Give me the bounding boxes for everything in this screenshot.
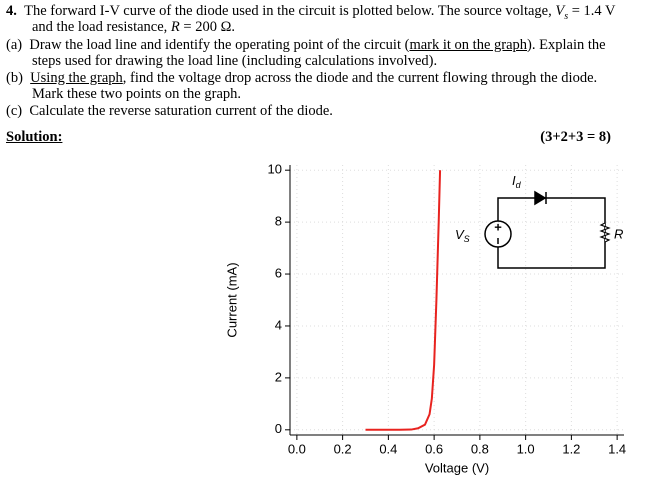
current-sub: d [516, 180, 522, 190]
text: = 1.4 V [568, 3, 616, 19]
source [484, 220, 512, 248]
diode [534, 190, 547, 206]
x-tick-label: 0.8 [471, 441, 489, 456]
part-b: (b) Using the graph, find the voltage dr… [6, 70, 597, 86]
part-label: (c) [6, 103, 23, 119]
text: ). Explain the [527, 37, 606, 53]
text: , find the voltage drop across the diode… [122, 70, 598, 86]
x-tick-label: 1.4 [608, 441, 626, 456]
circuit [484, 190, 611, 269]
part-b-line: Mark these two points on the graph. [32, 86, 242, 102]
part-a-line: steps used for drawing the load line (in… [32, 53, 438, 69]
part-a: (a) Draw the load line and identify the … [6, 37, 606, 53]
symbol: Vs [555, 3, 569, 22]
text: Draw the load line and identify the oper… [29, 37, 410, 53]
chart: 0.0 0.2 0.4 0.6 0.8 1.0 1.2 1.4 0 2 4 6 8 10 Voltage (… [224, 162, 626, 476]
text: mark it on the graph [409, 37, 528, 53]
source-sub: S [464, 234, 470, 244]
y-tick-label: 4 [275, 317, 282, 332]
marks: (3+2+3 = 8) [540, 129, 611, 145]
text: and the load resistance, [32, 19, 171, 35]
symbol: R [170, 19, 180, 35]
symbol-letter: V [555, 3, 565, 19]
y-axis-label: Current (mA) [224, 262, 239, 337]
y-tick-label: 10 [268, 162, 282, 177]
iv-curve [365, 170, 442, 431]
resistor-label: R [614, 226, 623, 241]
text: The forward I-V curve of the diode used … [24, 3, 556, 19]
text: Using the graph [30, 70, 123, 86]
symbol-sub: s [564, 10, 569, 22]
source-symbol: V [455, 227, 465, 242]
x-axis-label: Voltage (V) [425, 460, 489, 475]
question-line: 4. The forward I-V curve of the diode us… [6, 3, 616, 25]
y-tick-label: 8 [275, 214, 282, 229]
y-tick-label: 2 [275, 369, 282, 384]
x-tick-label: 0.4 [379, 441, 397, 456]
plus-sign: + [494, 219, 502, 234]
wire [497, 197, 606, 269]
x-tick-label: 1.2 [562, 441, 580, 456]
part-label: (b) [6, 70, 23, 86]
text: = 200 Ω. [179, 19, 235, 35]
y-tick-label: 6 [275, 265, 282, 280]
x-tick-label: 0.0 [288, 441, 306, 456]
text: Calculate the reverse saturation current… [29, 103, 333, 119]
x-tick-label: 0.2 [334, 441, 352, 456]
source-label: VS [455, 227, 470, 244]
plot: 0.0 0.2 0.4 0.6 0.8 1.0 1.2 1.4 0 2 4 6 8 10 Voltage (… [224, 162, 626, 476]
current-symbol: I [512, 173, 516, 188]
x-tick-label: 0.6 [425, 441, 443, 456]
y-tick-label: 0 [275, 421, 282, 436]
question-number: 4. [6, 3, 17, 19]
part-label: (a) [6, 37, 23, 53]
part-c: (c) Calculate the reverse saturation cur… [6, 103, 333, 119]
question-line: and the load resistance, R = 200 Ω. [32, 19, 235, 35]
x-tick-label: 1.0 [517, 441, 535, 456]
current-label: Id [512, 173, 522, 190]
resistor [599, 222, 611, 243]
solution-label: Solution: [6, 129, 63, 145]
